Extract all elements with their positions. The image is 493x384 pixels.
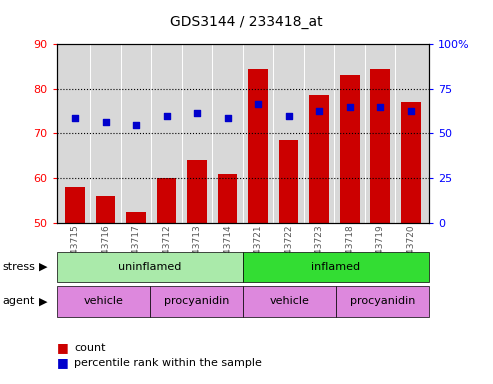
Text: procyanidin: procyanidin [350, 296, 415, 306]
Bar [126, 212, 146, 223]
Bar [279, 140, 298, 223]
Text: inflamed: inflamed [311, 262, 360, 272]
Bar [340, 75, 359, 223]
Point [163, 113, 171, 119]
Bar [96, 196, 115, 223]
Bar [401, 102, 421, 223]
Text: agent: agent [2, 296, 35, 306]
Bar [65, 187, 85, 223]
Bar [217, 174, 238, 223]
Text: vehicle: vehicle [269, 296, 309, 306]
Text: ■: ■ [57, 341, 69, 354]
Text: uninflamed: uninflamed [118, 262, 181, 272]
Text: ▶: ▶ [39, 296, 48, 306]
Bar [309, 96, 329, 223]
Bar [157, 178, 176, 223]
Point [407, 108, 415, 114]
Text: count: count [74, 343, 106, 353]
Point [102, 119, 109, 125]
Point [376, 104, 384, 110]
Bar [187, 160, 207, 223]
Point [132, 121, 140, 127]
Bar [248, 69, 268, 223]
Point [315, 108, 323, 114]
Point [224, 115, 232, 121]
Text: ■: ■ [57, 356, 69, 369]
Point [193, 110, 201, 116]
Text: procyanidin: procyanidin [164, 296, 229, 306]
Text: percentile rank within the sample: percentile rank within the sample [74, 358, 262, 368]
Point [284, 113, 292, 119]
Text: GDS3144 / 233418_at: GDS3144 / 233418_at [170, 15, 323, 29]
Text: stress: stress [2, 262, 35, 272]
Text: vehicle: vehicle [83, 296, 123, 306]
Point [71, 115, 79, 121]
Text: ▶: ▶ [39, 262, 48, 272]
Point [346, 104, 353, 110]
Bar [370, 69, 390, 223]
Point [254, 101, 262, 108]
